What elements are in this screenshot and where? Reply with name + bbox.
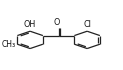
- Text: O: O: [54, 18, 60, 27]
- Text: CH₃: CH₃: [1, 40, 15, 49]
- Text: OH: OH: [24, 20, 36, 29]
- Text: Cl: Cl: [84, 20, 92, 29]
